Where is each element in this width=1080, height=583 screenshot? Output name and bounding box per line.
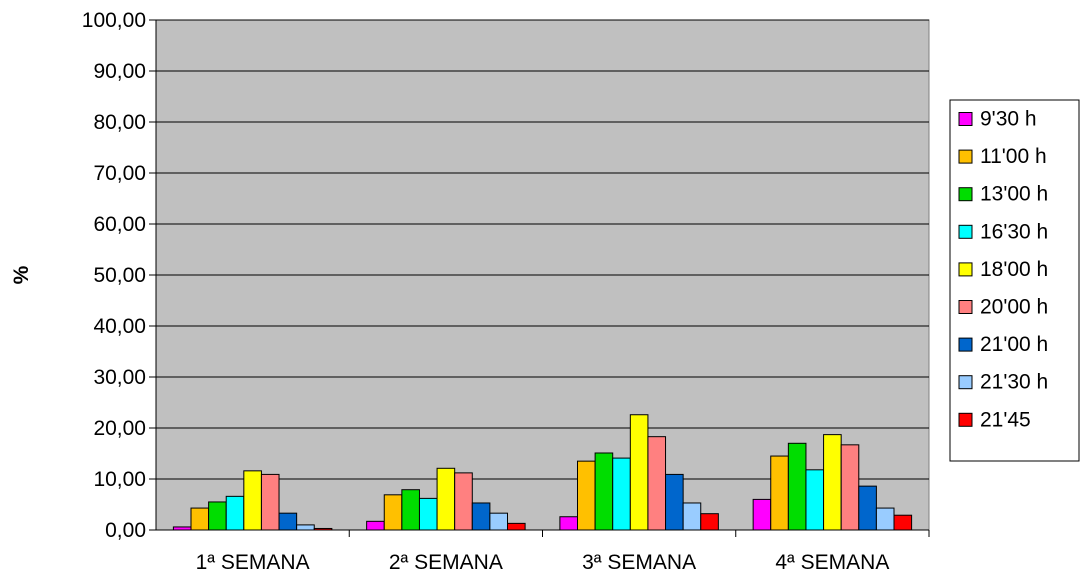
bar (313, 527, 333, 531)
legend-label: 21'45 (980, 408, 1031, 431)
bar (629, 414, 649, 531)
plot-area: 0,00 10,00 20,00 30,00 40,00 50,00 60,00 70,00 8… (10, 9, 930, 574)
x-tick-label: 3ª SEMANA (582, 551, 696, 574)
legend-swatch (958, 412, 973, 427)
y-tick-label: 80,00 (93, 111, 146, 134)
bar (787, 442, 807, 531)
bar (840, 444, 860, 531)
legend-swatch (958, 262, 973, 277)
bar (576, 460, 596, 531)
bar (436, 467, 456, 531)
bar (454, 472, 473, 531)
bar (612, 457, 631, 531)
y-tick-label: 60,00 (93, 213, 146, 236)
bar (471, 502, 491, 531)
y-tick-label: 0,00 (105, 519, 146, 542)
bar (260, 473, 280, 531)
legend-swatch (958, 375, 973, 390)
y-tick-label: 10,00 (93, 468, 146, 491)
bar (823, 434, 842, 531)
bar (225, 495, 245, 531)
legend-swatch (958, 337, 973, 352)
legend-label: 18'00 h (980, 258, 1048, 281)
y-tick-label: 90,00 (93, 60, 146, 83)
y-tick-label: 40,00 (93, 315, 146, 338)
bar (700, 513, 719, 531)
bar (401, 489, 420, 531)
bar (682, 502, 702, 531)
x-tick-label: 2ª SEMANA (389, 551, 503, 574)
bar (208, 501, 227, 531)
legend-label: 11'00 h (980, 145, 1047, 168)
legend-label: 21'00 h (980, 333, 1048, 356)
y-tick-label: 70,00 (93, 162, 146, 185)
legend-swatch (958, 300, 973, 314)
bar (366, 520, 385, 531)
bar (805, 469, 825, 531)
legend-label: 20'00 h (980, 296, 1048, 319)
y-tick-label: 100,00 (82, 9, 146, 32)
x-tick-label: 1ª SEMANA (196, 551, 310, 574)
bar (770, 455, 789, 531)
legend-label: 13'00 h (980, 183, 1048, 206)
legend-swatch (958, 112, 973, 126)
legend-label: 9'30 h (980, 108, 1037, 131)
bar (858, 485, 877, 531)
bar (647, 436, 667, 531)
bar (172, 526, 192, 531)
y-tick-label: 30,00 (93, 366, 146, 389)
bar (296, 524, 315, 531)
x-tick-label: 4ª SEMANA (775, 551, 889, 574)
y-tick-label: 50,00 (93, 264, 146, 287)
bar (278, 512, 298, 531)
bar (752, 498, 772, 531)
legend: 9'30 h 11'00 h 13'00 h 16'30 h 18'00 h 20'00 … (949, 99, 1080, 462)
bar (559, 516, 578, 531)
bar (507, 522, 526, 531)
y-tick-label: 20,00 (93, 417, 146, 440)
legend-swatch (958, 187, 973, 202)
bar (190, 507, 210, 531)
legend-label: 21'30 h (980, 371, 1048, 394)
legend-label: 16'30 h (980, 220, 1048, 243)
bar (243, 470, 262, 531)
legend-swatch (958, 149, 973, 164)
legend-swatch (958, 224, 973, 239)
bar (489, 512, 509, 531)
y-axis-title: % (10, 265, 33, 284)
bar (665, 473, 684, 531)
bar (418, 497, 438, 531)
bar (594, 452, 614, 531)
bar (893, 514, 913, 531)
bar (383, 494, 403, 531)
bar (875, 507, 895, 531)
